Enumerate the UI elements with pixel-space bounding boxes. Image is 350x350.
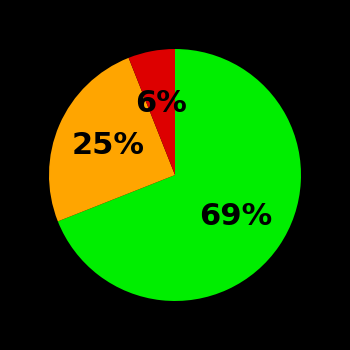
- Text: 25%: 25%: [71, 132, 145, 161]
- Wedge shape: [49, 58, 175, 222]
- Text: 6%: 6%: [135, 89, 187, 118]
- Wedge shape: [58, 49, 301, 301]
- Text: 69%: 69%: [199, 202, 272, 231]
- Wedge shape: [128, 49, 175, 175]
